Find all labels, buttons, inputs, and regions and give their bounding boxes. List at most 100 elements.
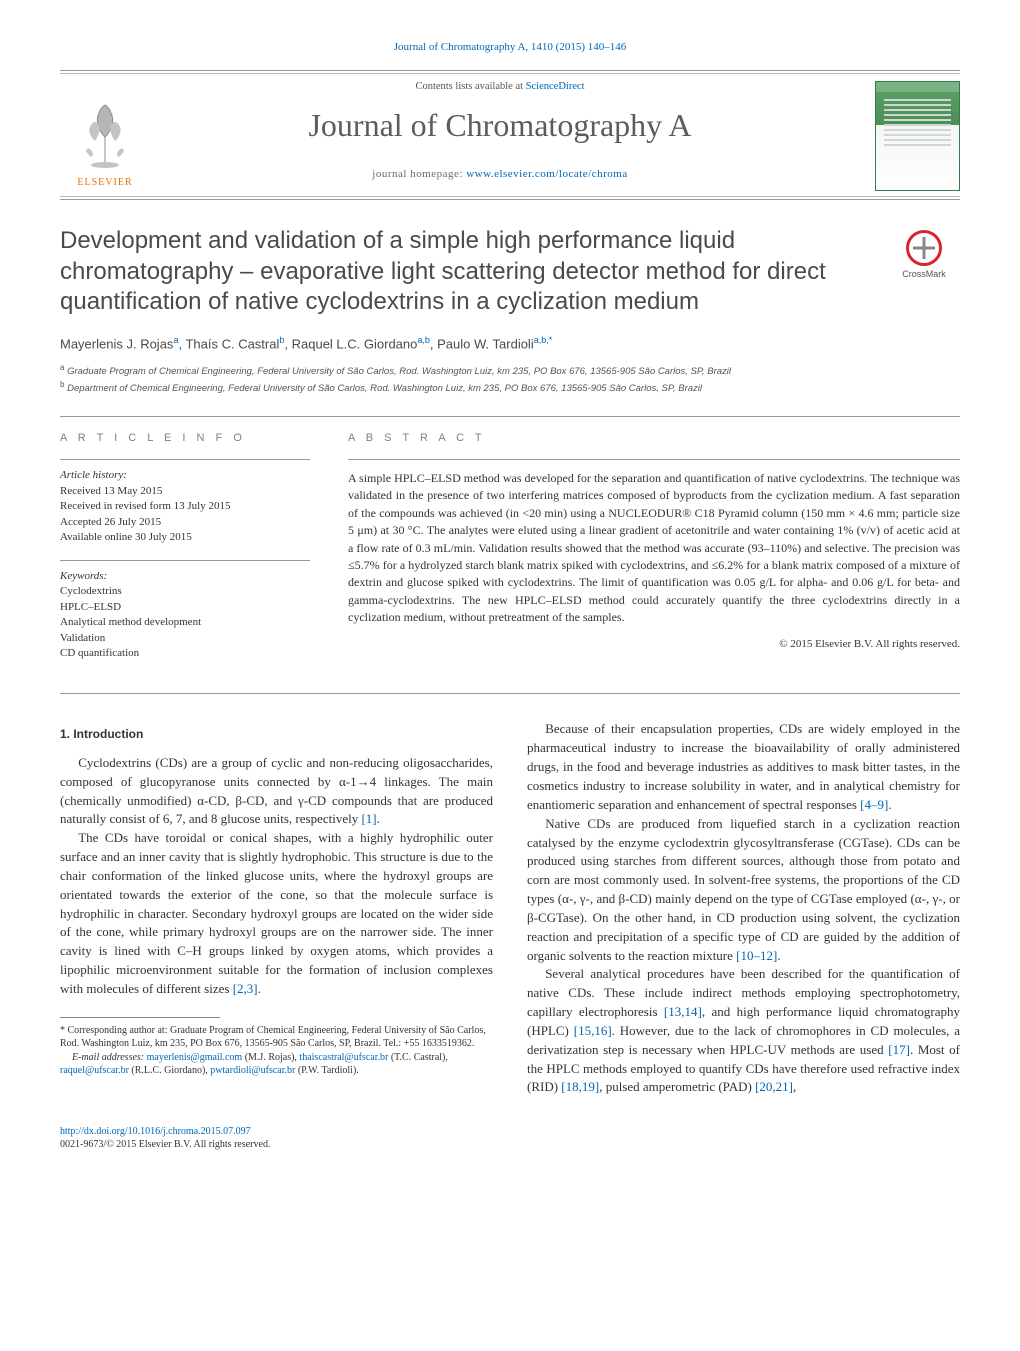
authors-line: Mayerlenis J. Rojasa, Thaís C. Castralb,… — [60, 334, 960, 354]
journal-title: Journal of Chromatography A — [170, 102, 830, 148]
crossmark-badge[interactable]: CrossMark — [888, 230, 960, 281]
article-info-heading: A R T I C L E I N F O — [60, 431, 310, 447]
issn-copyright: 0021-9673/© 2015 Elsevier B.V. All right… — [60, 1139, 270, 1150]
body-p5-e: , pulsed amperometric (PAD) — [599, 1079, 755, 1094]
keyword-4: Validation — [60, 631, 310, 646]
keyword-3: Analytical method development — [60, 615, 310, 630]
affiliations: a Graduate Program of Chemical Engineeri… — [60, 362, 960, 396]
corresponding-author-footnote: * Corresponding author at: Graduate Prog… — [60, 1024, 493, 1051]
crossmark-label: CrossMark — [888, 268, 960, 281]
info-rule — [60, 459, 310, 460]
body-p5-f: , — [793, 1079, 796, 1094]
masthead-center: Contents lists available at ScienceDirec… — [170, 79, 830, 183]
author-4: Paulo W. Tardioli — [437, 336, 534, 351]
journal-reference-link[interactable]: Journal of Chromatography A, 1410 (2015)… — [394, 41, 627, 53]
author-2-affil[interactable]: b — [279, 335, 284, 345]
abstract-copyright: © 2015 Elsevier B.V. All rights reserved… — [348, 637, 960, 653]
email-footnote: E-mail addresses: mayerlenis@gmail.com (… — [60, 1051, 493, 1078]
article-info-column: A R T I C L E I N F O Article history: R… — [60, 431, 310, 675]
email-4-who: (P.W. Tardioli). — [295, 1065, 358, 1076]
cite-10-12[interactable]: [10–12] — [736, 948, 777, 963]
affiliation-a-text: Graduate Program of Chemical Engineering… — [67, 366, 731, 377]
author-1-affil[interactable]: a — [173, 335, 178, 345]
keyword-5: CD quantification — [60, 646, 310, 661]
body-p3-tail: . — [888, 797, 891, 812]
cite-20-21[interactable]: [20,21] — [755, 1079, 793, 1094]
footnotes-block: * Corresponding author at: Graduate Prog… — [60, 1017, 493, 1078]
article-history: Article history: Received 13 May 2015 Re… — [60, 468, 310, 546]
section-1-heading: 1. Introduction — [60, 726, 493, 743]
page-root: Journal of Chromatography A, 1410 (2015)… — [0, 0, 1020, 1191]
body-p4: Native CDs are produced from liquefied s… — [527, 815, 960, 966]
footnote-separator — [60, 1017, 220, 1018]
author-3: Raquel L.C. Giordano — [292, 336, 418, 351]
cite-18-19[interactable]: [18,19] — [561, 1079, 599, 1094]
body-p1-tail: . — [377, 811, 380, 826]
abstract-rule — [348, 459, 960, 460]
homepage-link[interactable]: www.elsevier.com/locate/chroma — [466, 168, 628, 180]
sciencedirect-link[interactable]: ScienceDirect — [526, 81, 585, 92]
author-2: Thaís C. Castral — [185, 336, 279, 351]
body-p1: Cyclodextrins (CDs) are a group of cycli… — [60, 754, 493, 829]
cite-15-16[interactable]: [15,16] — [574, 1023, 612, 1038]
body-two-columns: 1. Introduction Cyclodextrins (CDs) are … — [60, 720, 960, 1097]
masthead: ELSEVIER Contents lists available at Sci… — [60, 70, 960, 200]
history-head: Article history: — [60, 468, 310, 484]
cite-2-3[interactable]: [2,3] — [233, 981, 258, 996]
keyword-2: HPLC–ELSD — [60, 600, 310, 615]
keyword-1: Cyclodextrins — [60, 584, 310, 599]
email-1[interactable]: mayerlenis@gmail.com — [147, 1052, 243, 1063]
journal-reference: Journal of Chromatography A, 1410 (2015)… — [60, 40, 960, 56]
author-1: Mayerlenis J. Rojas — [60, 336, 173, 351]
history-received: Received 13 May 2015 — [60, 484, 310, 499]
affiliation-b-text: Department of Chemical Engineering, Fede… — [67, 383, 702, 394]
body-p3: Because of their encapsulation propertie… — [527, 720, 960, 814]
email-3[interactable]: raquel@ufscar.br — [60, 1065, 129, 1076]
email-label: E-mail addresses: — [72, 1052, 147, 1063]
email-4[interactable]: pwtardioli@ufscar.br — [210, 1065, 295, 1076]
sciencedirect-prefix: Contents lists available at — [415, 81, 525, 92]
article-title: Development and validation of a simple h… — [60, 226, 960, 318]
author-4-affil[interactable]: a,b, — [534, 335, 549, 345]
elsevier-tree-icon — [65, 93, 145, 173]
email-2[interactable]: thaiscastral@ufscar.br — [299, 1052, 388, 1063]
affiliation-a: a Graduate Program of Chemical Engineeri… — [60, 362, 960, 379]
body-p3-text: Because of their encapsulation propertie… — [527, 721, 960, 811]
elsevier-logo: ELSEVIER — [60, 81, 150, 191]
corresponding-author-mark[interactable]: * — [549, 335, 553, 345]
abstract-heading: A B S T R A C T — [348, 431, 960, 447]
affiliation-b: b Department of Chemical Engineering, Fe… — [60, 379, 960, 396]
body-p2-tail: . — [258, 981, 261, 996]
elsevier-label: ELSEVIER — [77, 176, 132, 191]
keywords-head: Keywords: — [60, 569, 310, 585]
cite-1[interactable]: [1] — [361, 811, 376, 826]
body-p4-text: Native CDs are produced from liquefied s… — [527, 816, 960, 963]
body-p1-text: Cyclodextrins (CDs) are a group of cycli… — [60, 755, 493, 827]
journal-cover-thumbnail — [875, 81, 960, 191]
sciencedirect-line: Contents lists available at ScienceDirec… — [170, 79, 830, 94]
doi-link[interactable]: http://dx.doi.org/10.1016/j.chroma.2015.… — [60, 1126, 251, 1137]
journal-homepage: journal homepage: www.elsevier.com/locat… — [170, 167, 830, 183]
divider-rule-2 — [60, 693, 960, 694]
history-accepted: Accepted 26 July 2015 — [60, 515, 310, 530]
divider-rule — [60, 416, 960, 417]
history-revised: Received in revised form 13 July 2015 — [60, 499, 310, 514]
email-3-who: (R.L.C. Giordano), — [129, 1065, 210, 1076]
body-p4-tail: . — [777, 948, 780, 963]
email-2-who: (T.C. Castral), — [388, 1052, 448, 1063]
abstract-column: A B S T R A C T A simple HPLC–ELSD metho… — [348, 431, 960, 675]
info-rule-2 — [60, 560, 310, 561]
info-abstract-row: A R T I C L E I N F O Article history: R… — [60, 431, 960, 675]
cite-4-9[interactable]: [4–9] — [860, 797, 888, 812]
body-p2-text: The CDs have toroidal or conical shapes,… — [60, 830, 493, 996]
crossmark-icon — [906, 230, 942, 266]
cite-13-14[interactable]: [13,14] — [664, 1004, 702, 1019]
keywords-block: Keywords: Cyclodextrins HPLC–ELSD Analyt… — [60, 569, 310, 662]
homepage-prefix: journal homepage: — [372, 168, 466, 180]
email-1-who: (M.J. Rojas), — [242, 1052, 299, 1063]
body-p5: Several analytical procedures have been … — [527, 965, 960, 1097]
author-3-affil[interactable]: a,b — [417, 335, 430, 345]
cite-17[interactable]: [17] — [888, 1042, 910, 1057]
title-block: Development and validation of a simple h… — [60, 226, 960, 318]
body-p2: The CDs have toroidal or conical shapes,… — [60, 829, 493, 999]
